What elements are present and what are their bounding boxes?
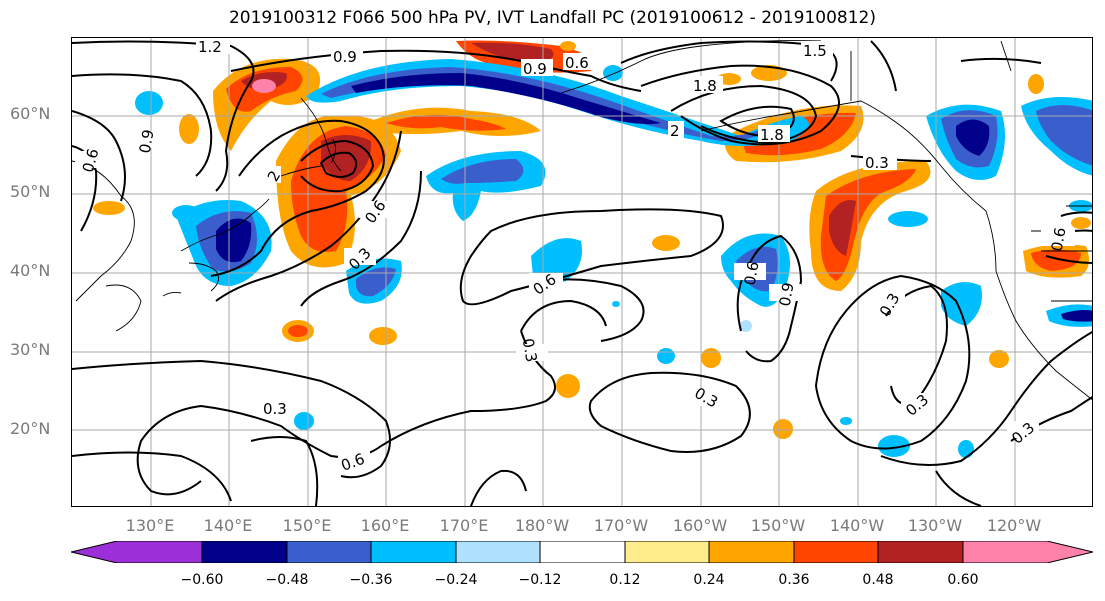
colorbar-swatch [794, 541, 879, 563]
colorbar-tick-label: −0.12 [518, 572, 562, 588]
map-panel: 1.2 0.9 0.6 0.9 1.5 1.8 2 0.9 0.6 2 1.8 … [71, 37, 1093, 507]
contour-label: 0.6 [565, 54, 589, 72]
colorbar-tick-label: 0.48 [862, 572, 894, 588]
colorbar-tick-label: 0.60 [947, 572, 979, 588]
colorbar-swatch [202, 541, 287, 563]
lat-label-60n: 60°N [10, 104, 51, 123]
pv-shading [93, 40, 1092, 458]
colorbar-extend-max [1047, 541, 1093, 563]
contour-label: 1.8 [760, 126, 784, 144]
lat-label-50n: 50°N [10, 182, 51, 201]
map-plot: 1.2 0.9 0.6 0.9 1.5 1.8 2 0.9 0.6 2 1.8 … [72, 38, 1092, 506]
lat-label-20n: 20°N [10, 419, 51, 438]
lon-label-120w: 120°W [986, 516, 1042, 535]
contour-label: 0.6 [79, 147, 103, 175]
colorbar-swatch [456, 541, 541, 563]
colorbar-tick-label: −0.60 [180, 572, 224, 588]
lon-label-160e: 160°E [360, 516, 410, 535]
contour-label: 0.9 [776, 281, 798, 308]
colorbar-swatch [625, 541, 710, 563]
colorbar-swatch [287, 541, 372, 563]
contour-label: 0.3 [691, 384, 721, 412]
colorbar-swatch [540, 541, 625, 563]
lon-label-130e: 130°E [125, 516, 175, 535]
colorbar-swatch [371, 541, 456, 563]
colorbar-swatch [878, 541, 963, 563]
lat-label-30n: 30°N [10, 340, 51, 359]
contour-label: 0.9 [523, 60, 547, 78]
lon-label-150e: 150°E [282, 516, 332, 535]
contour-label: 0.3 [263, 400, 287, 418]
colorbar-tick-label: 0.24 [693, 572, 725, 588]
colorbar-extend-min [71, 541, 117, 563]
colorbar-tick-label: 0.12 [609, 572, 641, 588]
contour-label: 1.5 [803, 42, 827, 60]
contour-label: 0.6 [1048, 226, 1070, 253]
lon-label-150w: 150°W [750, 516, 806, 535]
colorbar [71, 541, 1093, 563]
colorbar-swatch [963, 541, 1047, 563]
contour-label: 0.9 [136, 128, 158, 155]
lon-label-130w: 130°W [907, 516, 963, 535]
lon-label-180w: 180°W [514, 516, 570, 535]
lon-label-160w: 160°W [672, 516, 728, 535]
contour-label: 1.8 [693, 77, 717, 95]
contour-label: 0.6 [741, 260, 763, 287]
contour-label: 0.3 [519, 337, 541, 364]
colorbar-swatch [709, 541, 794, 563]
colorbar-tick-label: −0.24 [434, 572, 478, 588]
contour-label: 1.2 [198, 38, 222, 56]
contour-label: 0.9 [333, 48, 357, 66]
lon-label-170w: 170°W [593, 516, 649, 535]
lon-label-140e: 140°E [203, 516, 253, 535]
contour-label: 0.3 [865, 154, 889, 172]
map-title: 2019100312 F066 500 hPa PV, IVT Landfall… [228, 8, 876, 28]
colorbar-swatch [117, 541, 202, 563]
contour-label: 2 [670, 122, 680, 140]
colorbar-tick-label: −0.36 [349, 572, 393, 588]
lat-label-40n: 40°N [10, 261, 51, 280]
lon-label-170e: 170°E [439, 516, 489, 535]
lon-label-140w: 140°W [829, 516, 885, 535]
colorbar-tick-label: 0.36 [778, 572, 810, 588]
colorbar-tick-label: −0.48 [265, 572, 309, 588]
